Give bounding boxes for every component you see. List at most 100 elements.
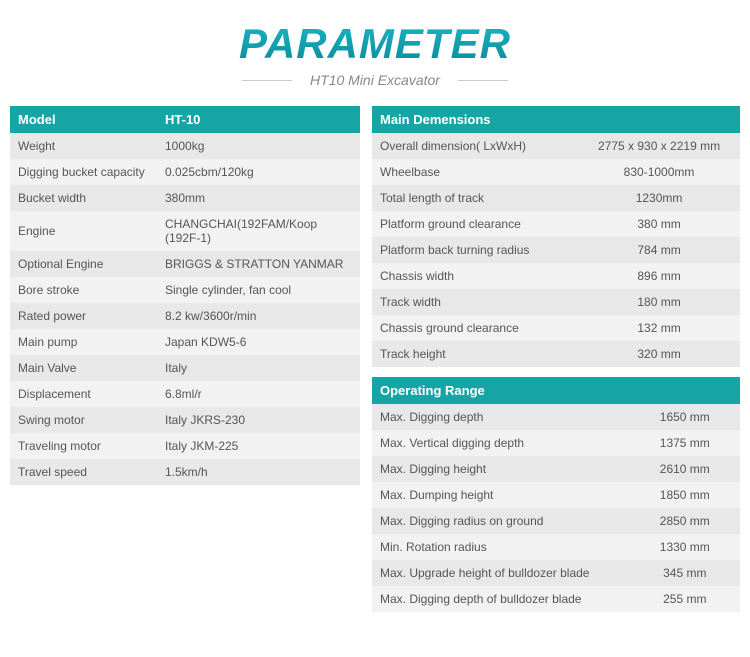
row-label: Engine: [10, 211, 157, 251]
row-label: Min. Rotation radius: [372, 534, 630, 560]
row-value: 1.5km/h: [157, 459, 360, 485]
table-row: Rated power8.2 kw/3600r/min: [10, 303, 360, 329]
row-label: Main Valve: [10, 355, 157, 381]
row-value: Italy: [157, 355, 360, 381]
table-row: Max. Digging depth1650 mm: [372, 404, 740, 430]
row-label: Wheelbase: [372, 159, 578, 185]
dimensions-header: Main Demensions: [372, 106, 740, 133]
row-label: Chassis ground clearance: [372, 315, 578, 341]
table-row: Main ValveItaly: [10, 355, 360, 381]
table-row: Track width180 mm: [372, 289, 740, 315]
row-label: Total length of track: [372, 185, 578, 211]
row-value: 8.2 kw/3600r/min: [157, 303, 360, 329]
table-header-row: Model HT-10: [10, 106, 360, 133]
operating-header: Operating Range: [372, 377, 740, 404]
table-row: Wheelbase830-1000mm: [372, 159, 740, 185]
table-row: Track height320 mm: [372, 341, 740, 367]
row-label: Optional Engine: [10, 251, 157, 277]
table-header-row: Main Demensions: [372, 106, 740, 133]
row-label: Track width: [372, 289, 578, 315]
table-row: Platform ground clearance380 mm: [372, 211, 740, 237]
row-label: Weight: [10, 133, 157, 159]
row-value: 1330 mm: [630, 534, 740, 560]
right-column: Main Demensions Overall dimension( LxWxH…: [372, 106, 740, 622]
row-label: Max. Vertical digging depth: [372, 430, 630, 456]
tables-container: Model HT-10 Weight1000kgDigging bucket c…: [10, 106, 740, 622]
row-value: 2775 x 930 x 2219 mm: [578, 133, 740, 159]
table-row: Max. Dumping height1850 mm: [372, 482, 740, 508]
row-label: Max. Digging radius on ground: [372, 508, 630, 534]
table-row: Max. Vertical digging depth1375 mm: [372, 430, 740, 456]
row-label: Swing motor: [10, 407, 157, 433]
row-label: Track height: [372, 341, 578, 367]
table-row: Main pumpJapan KDW5-6: [10, 329, 360, 355]
main-title: PARAMETER: [10, 20, 740, 68]
row-label: Chassis width: [372, 263, 578, 289]
row-label: Max. Dumping height: [372, 482, 630, 508]
row-value: 132 mm: [578, 315, 740, 341]
table-row: Chassis ground clearance132 mm: [372, 315, 740, 341]
row-value: CHANGCHAI(192FAM/Koop (192F-1): [157, 211, 360, 251]
model-header-label: Model: [10, 106, 157, 133]
row-value: BRIGGS & STRATTON YANMAR: [157, 251, 360, 277]
table-row: EngineCHANGCHAI(192FAM/Koop (192F-1): [10, 211, 360, 251]
table-row: Bore strokeSingle cylinder, fan cool: [10, 277, 360, 303]
table-row: Platform back turning radius784 mm: [372, 237, 740, 263]
table-row: Max. Digging height2610 mm: [372, 456, 740, 482]
table-row: Swing motorItaly JKRS-230: [10, 407, 360, 433]
table-header-row: Operating Range: [372, 377, 740, 404]
row-value: 345 mm: [630, 560, 740, 586]
row-value: 2610 mm: [630, 456, 740, 482]
table-row: Weight1000kg: [10, 133, 360, 159]
subtitle-row: HT10 Mini Excavator: [10, 72, 740, 88]
row-value: Single cylinder, fan cool: [157, 277, 360, 303]
row-value: 255 mm: [630, 586, 740, 612]
divider-left: [242, 80, 292, 81]
table-row: Displacement6.8ml/r: [10, 381, 360, 407]
dimensions-block: Main Demensions Overall dimension( LxWxH…: [372, 106, 740, 367]
row-label: Traveling motor: [10, 433, 157, 459]
row-label: Max. Upgrade height of bulldozer blade: [372, 560, 630, 586]
row-label: Max. Digging depth: [372, 404, 630, 430]
table-row: Optional EngineBRIGGS & STRATTON YANMAR: [10, 251, 360, 277]
model-table: Model HT-10 Weight1000kgDigging bucket c…: [10, 106, 360, 485]
row-label: Digging bucket capacity: [10, 159, 157, 185]
operating-block: Operating Range Max. Digging depth1650 m…: [372, 377, 740, 612]
row-label: Overall dimension( LxWxH): [372, 133, 578, 159]
row-value: 1000kg: [157, 133, 360, 159]
row-value: 896 mm: [578, 263, 740, 289]
table-row: Total length of track1230mm: [372, 185, 740, 211]
row-label: Bore stroke: [10, 277, 157, 303]
row-value: 1375 mm: [630, 430, 740, 456]
row-value: 784 mm: [578, 237, 740, 263]
table-row: Digging bucket capacity0.025cbm/120kg: [10, 159, 360, 185]
row-label: Travel speed: [10, 459, 157, 485]
row-label: Main pump: [10, 329, 157, 355]
operating-table: Operating Range Max. Digging depth1650 m…: [372, 377, 740, 612]
row-label: Platform back turning radius: [372, 237, 578, 263]
row-value: 2850 mm: [630, 508, 740, 534]
left-column: Model HT-10 Weight1000kgDigging bucket c…: [10, 106, 360, 485]
dimensions-table: Main Demensions Overall dimension( LxWxH…: [372, 106, 740, 367]
table-row: Bucket width380mm: [10, 185, 360, 211]
row-value: 320 mm: [578, 341, 740, 367]
table-row: Traveling motorItaly JKM-225: [10, 433, 360, 459]
row-value: 6.8ml/r: [157, 381, 360, 407]
subtitle: HT10 Mini Excavator: [310, 72, 440, 88]
row-label: Rated power: [10, 303, 157, 329]
table-row: Max. Digging depth of bulldozer blade255…: [372, 586, 740, 612]
row-value: 1230mm: [578, 185, 740, 211]
row-label: Max. Digging depth of bulldozer blade: [372, 586, 630, 612]
table-row: Max. Digging radius on ground2850 mm: [372, 508, 740, 534]
table-row: Chassis width896 mm: [372, 263, 740, 289]
row-label: Max. Digging height: [372, 456, 630, 482]
row-value: Italy JKRS-230: [157, 407, 360, 433]
row-label: Platform ground clearance: [372, 211, 578, 237]
row-value: 380 mm: [578, 211, 740, 237]
row-value: 0.025cbm/120kg: [157, 159, 360, 185]
table-row: Max. Upgrade height of bulldozer blade34…: [372, 560, 740, 586]
row-value: 1850 mm: [630, 482, 740, 508]
row-value: Italy JKM-225: [157, 433, 360, 459]
row-value: 830-1000mm: [578, 159, 740, 185]
model-header-value: HT-10: [157, 106, 360, 133]
